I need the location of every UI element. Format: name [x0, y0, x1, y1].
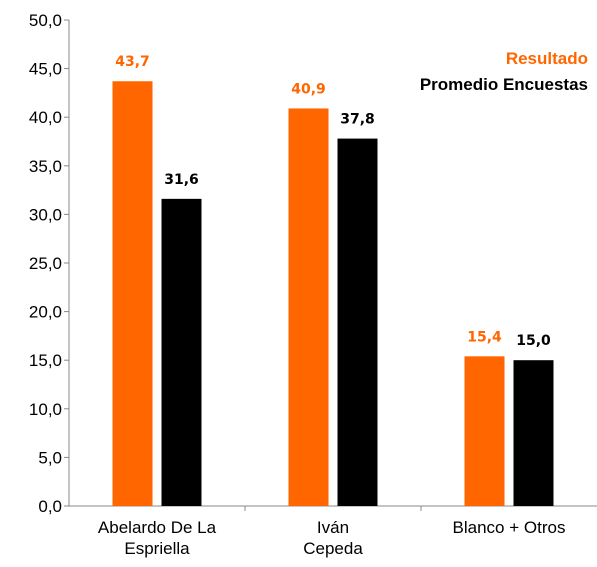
x-axis: Abelardo De La Espriella Iván Cepeda Blanco …	[64, 505, 597, 558]
y-tick-label: 10,0	[29, 400, 62, 419]
bar-resultado-1	[288, 108, 329, 507]
legend-entry-promedio: Promedio Encuestas	[420, 75, 588, 94]
y-tick-label: 50,0	[29, 11, 62, 30]
y-axis: 0,0 5,0 10,0 15,0 20,0 25,0 30,0 35,0 40,0 45,0 50…	[29, 11, 70, 516]
data-label: 15,0	[516, 333, 551, 349]
category-label: Abelardo De La	[98, 518, 217, 537]
bars	[112, 81, 554, 507]
data-label: 31,6	[164, 172, 199, 188]
data-label: 37,8	[340, 112, 375, 128]
category-label: Iván	[317, 518, 349, 537]
data-label: 40,9	[291, 81, 326, 97]
data-label: 43,7	[115, 54, 150, 70]
data-label: 15,4	[467, 329, 502, 345]
y-tick-label: 20,0	[29, 303, 62, 322]
bar-resultado-0	[112, 81, 153, 507]
y-tick-label: 35,0	[29, 157, 62, 176]
y-tick-label: 25,0	[29, 254, 62, 273]
legend-entry-resultado: Resultado	[506, 49, 588, 68]
y-tick-label: 30,0	[29, 205, 62, 224]
bar-resultado-2	[464, 356, 505, 506]
bar-promedio-1	[337, 138, 378, 507]
category-label: Blanco + Otros	[453, 518, 566, 537]
category-label: Espriella	[124, 539, 190, 558]
data-labels: 43,7 31,6 40,9 37,8 15,4 15,0	[115, 54, 551, 349]
y-tick-label: 45,0	[29, 60, 62, 79]
bar-promedio-0	[161, 198, 202, 506]
y-tick-label: 15,0	[29, 351, 62, 370]
y-tick-label: 5,0	[38, 448, 62, 467]
category-label: Cepeda	[303, 539, 363, 558]
bar-promedio-2	[513, 360, 554, 506]
legend: Resultado Promedio Encuestas	[420, 49, 588, 94]
y-tick-label: 0,0	[38, 497, 62, 516]
y-tick-label: 40,0	[29, 108, 62, 127]
